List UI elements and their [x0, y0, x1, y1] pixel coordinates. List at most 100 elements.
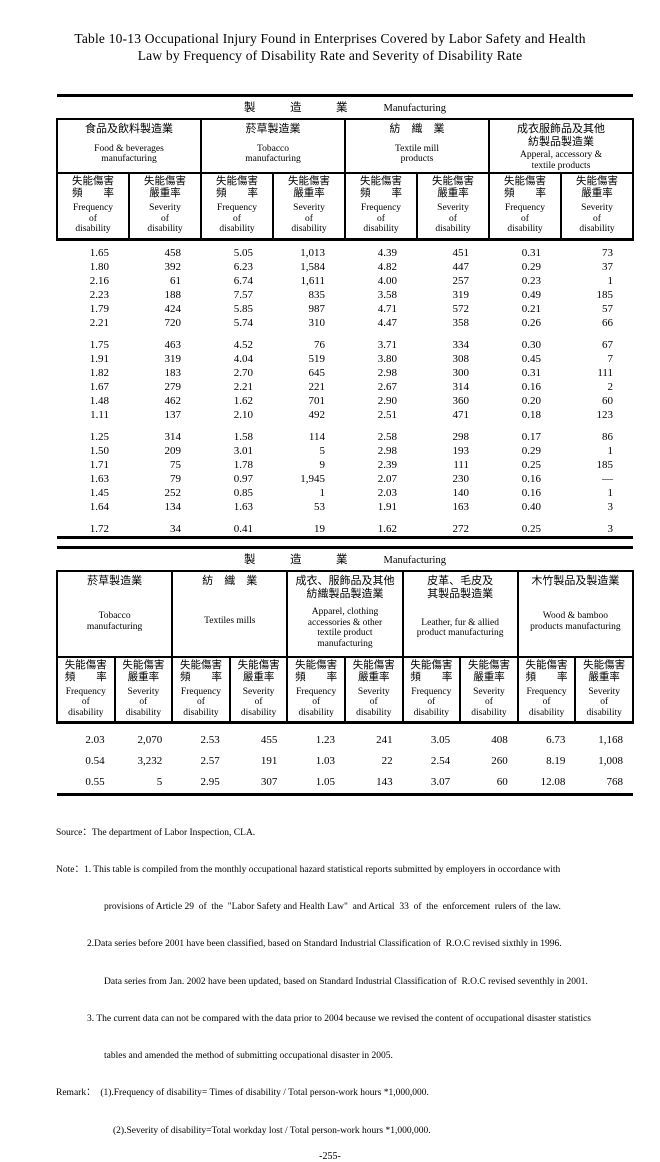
data-cell: 86 — [602, 430, 613, 443]
document-page: { "page": { "title": "Table 10-13 Occupa… — [0, 30, 660, 1162]
data-cell: 1.23 — [315, 734, 335, 746]
data-cell: 0.41 — [233, 522, 253, 535]
data-cell: 0.97 — [233, 472, 253, 485]
data-cell: 183 — [164, 366, 182, 379]
data-cell: 572 — [452, 302, 470, 315]
data-cell: 987 — [308, 302, 326, 315]
data-cell: 1 — [607, 274, 614, 287]
data-cell: 3.01 — [233, 444, 253, 457]
subheader-severity: 失能傷害 嚴重率 Severity of disability — [574, 655, 634, 724]
data-cell: 1.11 — [90, 408, 109, 421]
data-cell: 314 — [452, 380, 470, 393]
data-cell: 143 — [376, 776, 393, 788]
data-cell: 3.80 — [377, 352, 397, 365]
group-header-food-beverages: 食品及飲料製造業 Food & beverages manufacturing — [56, 118, 202, 174]
table-row: 1.67 279 2.21 221 2.67 314 0.16 2 — [57, 380, 633, 394]
data-cell: 645 — [308, 366, 326, 379]
data-cell: 1.05 — [315, 776, 335, 788]
data-cell: 2.51 — [377, 408, 397, 421]
data-cell: 8.19 — [546, 755, 566, 767]
data-cell: 298 — [452, 430, 470, 443]
group-en: Apperal, accessory & textile products — [519, 150, 603, 171]
group-header-tobacco: 菸草製造業 Tobacco manufacturing — [55, 569, 174, 658]
data-cell: 1.48 — [89, 394, 109, 407]
data-cell: 392 — [164, 260, 182, 273]
data-cell: 4.52 — [233, 338, 253, 351]
data-cell: 5 — [319, 444, 326, 457]
data-cell: 2.54 — [430, 755, 451, 767]
note-line-3-cont: tables and amended the method of submitt… — [104, 1051, 393, 1062]
table-row: 1.48 462 1.62 701 2.90 360 0.20 60 — [57, 394, 633, 408]
data-cell: 307 — [260, 776, 278, 788]
data-cell: 2.07 — [377, 472, 397, 485]
data-cell: 471 — [452, 408, 470, 421]
group-zh: 皮革、毛皮及 其製品製造業 — [427, 574, 494, 600]
table-row: 1.63 79 0.97 1,945 2.07 230 0.16 — — [57, 472, 633, 486]
group-header-apparel: 成衣服飾品及其他 紡製品製造業 Apperal, accessory & tex… — [488, 118, 634, 174]
data-cell: 5.74 — [233, 316, 253, 329]
data-cell: 221 — [308, 380, 326, 393]
data-cell: 463 — [164, 338, 182, 351]
table2-body: 2.03 2,070 2.53 455 1.23 241 3.05 408 6.73 1,168 0… — [57, 723, 633, 795]
data-cell: 5.05 — [233, 246, 253, 259]
data-cell: 1.67 — [89, 380, 109, 393]
data-cell: 123 — [596, 408, 614, 421]
data-cell: 0.21 — [521, 302, 541, 315]
data-cell: 1,168 — [598, 734, 623, 746]
data-cell: 279 — [164, 380, 182, 393]
data-cell: 319 — [164, 352, 182, 365]
remark-line-1: Remark： (1).Frequency of disability= Tim… — [56, 1088, 429, 1099]
data-cell: 193 — [452, 444, 470, 457]
industry-band-en: Manufacturing — [383, 103, 446, 114]
note-line-2: 2.Data series before 2001 have been clas… — [87, 939, 562, 950]
data-cell: 252 — [164, 486, 182, 499]
data-cell: 0.29 — [521, 260, 541, 273]
industry-band-row: 製 造 業 Manufacturing — [57, 547, 633, 572]
data-cell: — — [602, 472, 613, 485]
data-cell: 0.16 — [521, 472, 541, 485]
group-header-row: 菸草製造業 Tobacco manufacturing 紡 織 業 Textil… — [55, 569, 635, 658]
data-cell: 73 — [602, 246, 613, 259]
table-row: 1.72 34 0.41 19 1.62 272 0.25 3 — [57, 522, 633, 538]
subheader-row: 失能傷害 頻 率 Frequency of disability 失能傷害 嚴重… — [56, 172, 634, 241]
data-cell: 3.07 — [430, 776, 451, 788]
data-cell: 12.08 — [540, 776, 566, 788]
group-zh: 菸草製造業 — [245, 123, 301, 135]
data-cell: 0.49 — [521, 288, 541, 301]
data-cell: 492 — [308, 408, 326, 421]
data-cell: 0.54 — [85, 755, 105, 767]
data-cell: 0.20 — [521, 394, 541, 407]
data-cell: 7 — [607, 352, 614, 365]
data-cell: 188 — [164, 288, 182, 301]
data-cell: 462 — [164, 394, 182, 407]
data-cell: 22 — [381, 755, 393, 767]
subheader-severity: 失能傷害 嚴重率 Severity of disability — [128, 172, 202, 241]
data-cell: 6.23 — [233, 260, 253, 273]
subheader-frequency: 失能傷害 頻 率 Frequency of disability — [488, 172, 562, 241]
data-cell: 835 — [308, 288, 326, 301]
data-cell: 2 — [607, 380, 614, 393]
group-en: Tobacco manufacturing — [245, 143, 301, 165]
data-cell: 2.95 — [200, 776, 220, 788]
table-row: 0.54 3,232 2.57 191 1.03 22 2.54 260 8.19 1,008 — [57, 751, 633, 772]
table-row: 2.03 2,070 2.53 455 1.23 241 3.05 408 6.73 1,168 — [57, 723, 633, 752]
data-cell: 1 — [607, 444, 614, 457]
data-cell: 2.39 — [377, 458, 397, 471]
data-cell: 334 — [452, 338, 470, 351]
group-zh: 食品及飲料製造業 — [85, 123, 173, 135]
data-cell: 2.90 — [377, 394, 397, 407]
data-cell: 1,008 — [598, 755, 623, 767]
group-en: Tobacco manufacturing — [86, 611, 143, 632]
table-row: 2.16 61 6.74 1,611 4.00 257 0.23 1 — [57, 274, 633, 288]
data-cell: 1.25 — [89, 430, 109, 443]
data-cell: 34 — [170, 522, 181, 535]
industry-band-cell: 製 造 業 Manufacturing — [57, 547, 633, 572]
data-cell: 0.31 — [521, 366, 541, 379]
subheader-severity: 失能傷害 嚴重率 Severity of disability — [228, 655, 289, 724]
data-cell: 0.45 — [521, 352, 541, 365]
data-cell: 5.85 — [233, 302, 253, 315]
data-cell: 0.26 — [521, 316, 541, 329]
data-cell: 458 — [164, 246, 182, 259]
data-cell: 185 — [596, 458, 614, 471]
note-line-2-cont: Data series from Jan. 2002 have been upd… — [104, 976, 588, 987]
